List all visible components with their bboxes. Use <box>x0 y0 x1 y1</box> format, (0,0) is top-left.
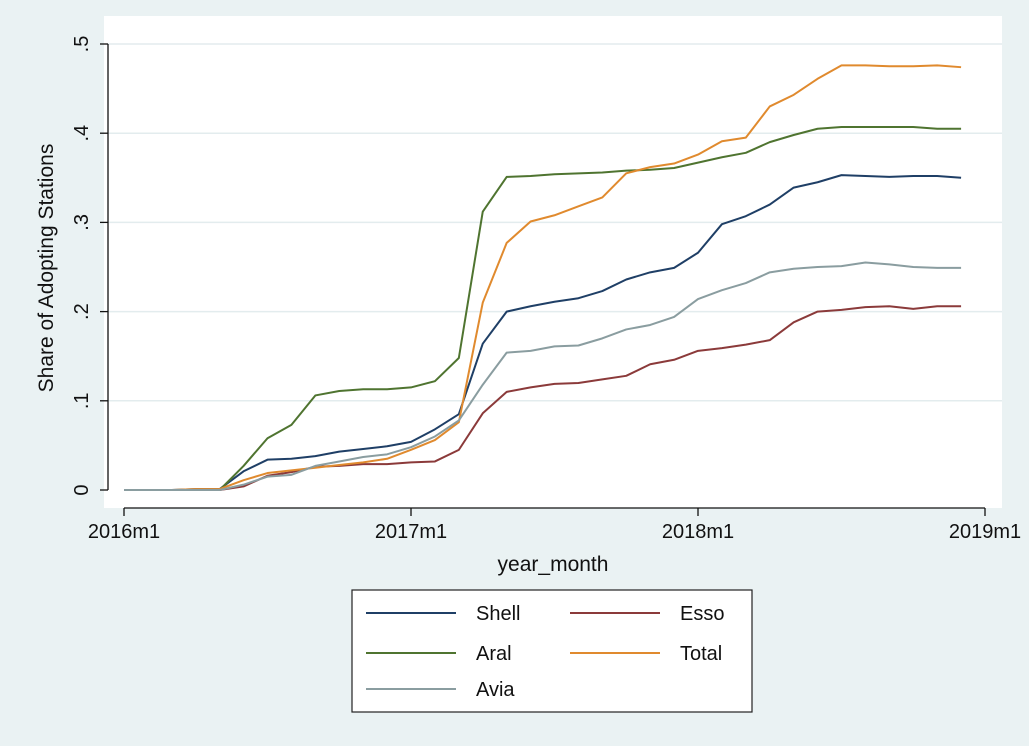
x-axis: 2016m1 2017m1 2018m1 2019m1 <box>88 508 1021 543</box>
legend-label-aral: Aral <box>476 643 512 665</box>
y-axis-title: Share of Adopting Stations <box>35 144 58 393</box>
y-tick-label: .2 <box>71 303 93 320</box>
x-tick-label: 2017m1 <box>375 521 447 543</box>
y-tick-label: .5 <box>71 36 93 53</box>
y-tick-label: 0 <box>71 484 93 495</box>
x-tick-label: 2018m1 <box>662 521 734 543</box>
y-tick-label: .1 <box>71 392 93 409</box>
legend: Shell Esso Aral Total Avia <box>352 590 752 712</box>
x-tick-label: 2016m1 <box>88 521 160 543</box>
y-tick-label: .4 <box>71 125 93 142</box>
legend-label-esso: Esso <box>680 603 724 625</box>
x-tick-label: 2019m1 <box>949 521 1021 543</box>
x-axis-title: year_month <box>498 553 609 576</box>
legend-label-avia: Avia <box>476 679 515 701</box>
legend-label-shell: Shell <box>476 603 520 625</box>
y-axis: 0 .1 .2 .3 .4 .5 <box>71 36 108 496</box>
y-tick-label: .3 <box>71 214 93 231</box>
legend-label-total: Total <box>680 643 722 665</box>
